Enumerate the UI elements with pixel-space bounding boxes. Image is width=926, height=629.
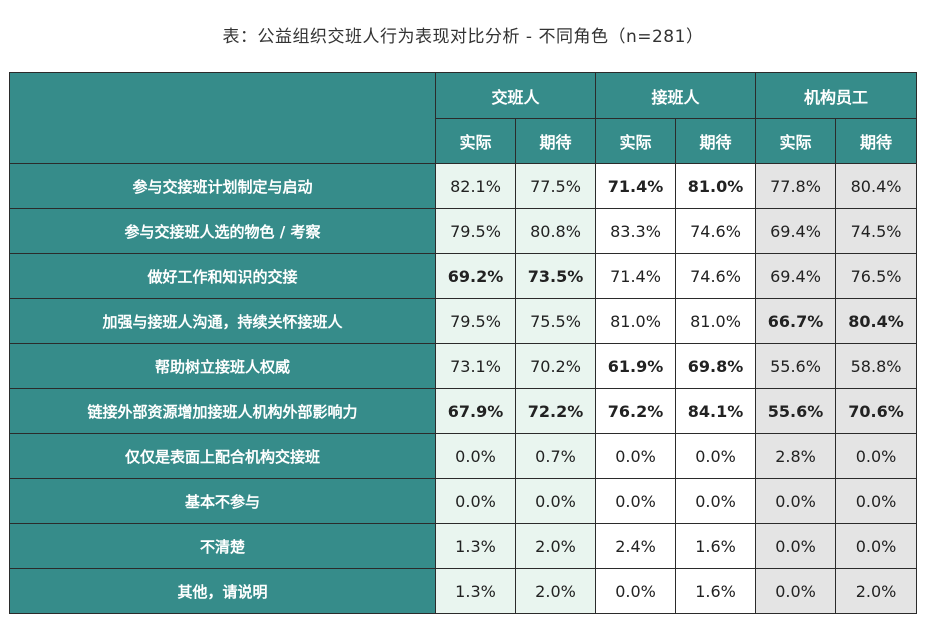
row-label: 加强与接班人沟通，持续关怀接班人 (9, 298, 436, 344)
value-cell: 1.3% (435, 568, 516, 614)
value-cell: 73.1% (435, 343, 516, 389)
table-row: 参与交接班计划制定与启动 82.1% 77.5% 71.4% 81.0% 77.… (9, 163, 918, 209)
corner-header-cell (9, 72, 436, 164)
row-label: 做好工作和知识的交接 (9, 253, 436, 299)
value-cell: 72.2% (514, 388, 597, 434)
value-cell: 0.0% (755, 478, 837, 524)
subheader-cell: 期待 (835, 118, 918, 164)
value-cell: 69.4% (755, 253, 837, 299)
value-cell: 77.8% (755, 163, 837, 209)
value-cell: 75.5% (514, 298, 597, 344)
value-cell: 81.0% (675, 298, 757, 344)
value-cell: 0.0% (675, 478, 757, 524)
value-cell: 0.0% (675, 433, 757, 479)
value-cell: 70.6% (835, 388, 918, 434)
table-row: 帮助树立接班人权威 73.1% 70.2% 61.9% 69.8% 55.6% … (9, 343, 918, 389)
row-label: 参与交接班人选的物色 / 考察 (9, 208, 436, 254)
value-cell: 66.7% (755, 298, 837, 344)
subheader-cell: 期待 (514, 118, 597, 164)
row-label: 不清楚 (9, 523, 436, 569)
value-cell: 58.8% (835, 343, 918, 389)
value-cell: 70.2% (514, 343, 597, 389)
value-cell: 84.1% (675, 388, 757, 434)
value-cell: 0.0% (835, 478, 918, 524)
subheader-row: 实际 期待 实际 期待 实际 期待 (10, 118, 918, 164)
table-row: 参与交接班人选的物色 / 考察 79.5% 80.8% 83.3% 74.6% … (9, 208, 918, 254)
value-cell: 0.0% (755, 568, 837, 614)
value-cell: 74.6% (675, 208, 757, 254)
comparison-table: 交班人 接班人 机构员工 实际 期待 实际 期待 实际 期待 参与交接班计划制定… (9, 72, 918, 614)
value-cell: 0.0% (595, 433, 677, 479)
value-cell: 69.8% (675, 343, 757, 389)
value-cell: 0.0% (755, 523, 837, 569)
group-header: 交班人 (434, 72, 597, 119)
value-cell: 71.4% (595, 163, 677, 209)
value-cell: 0.0% (435, 478, 516, 524)
row-label: 帮助树立接班人权威 (9, 343, 436, 389)
value-cell: 76.5% (835, 253, 918, 299)
value-cell: 69.4% (755, 208, 837, 254)
value-cell: 81.0% (675, 163, 757, 209)
value-cell: 73.5% (514, 253, 597, 299)
row-label: 参与交接班计划制定与启动 (9, 163, 436, 209)
value-cell: 55.6% (755, 343, 837, 389)
value-cell: 74.5% (835, 208, 918, 254)
subheader-cell: 实际 (755, 118, 837, 164)
value-cell: 67.9% (435, 388, 516, 434)
value-cell: 79.5% (435, 298, 516, 344)
value-cell: 77.5% (514, 163, 597, 209)
group-header-row: 交班人 接班人 机构员工 (9, 72, 918, 164)
table-row: 基本不参与 0.0% 0.0% 0.0% 0.0% 0.0% 0.0% (9, 478, 918, 524)
value-cell: 82.1% (435, 163, 516, 209)
table-title: 表：公益组织交班人行为表现对比分析 - 不同角色（n=281） (222, 27, 704, 47)
row-label: 其他，请说明 (9, 568, 436, 614)
value-cell: 81.0% (595, 298, 677, 344)
value-cell: 55.6% (755, 388, 837, 434)
value-cell: 0.0% (435, 433, 516, 479)
value-cell: 71.4% (595, 253, 677, 299)
value-cell: 61.9% (595, 343, 677, 389)
value-cell: 2.0% (514, 523, 597, 569)
value-cell: 76.2% (595, 388, 677, 434)
table-row: 链接外部资源增加接班人机构外部影响力 67.9% 72.2% 76.2% 84.… (9, 388, 918, 434)
value-cell: 1.3% (435, 523, 516, 569)
table-row: 仅仅是表面上配合机构交接班 0.0% 0.7% 0.0% 0.0% 2.8% 0… (9, 433, 918, 479)
table-body: 参与交接班计划制定与启动 82.1% 77.5% 71.4% 81.0% 77.… (9, 163, 918, 614)
value-cell: 2.0% (835, 568, 918, 614)
value-cell: 83.3% (595, 208, 677, 254)
table-row: 其他，请说明 1.3% 2.0% 0.0% 1.6% 0.0% 2.0% (9, 568, 918, 614)
value-cell: 2.4% (595, 523, 677, 569)
value-cell: 69.2% (435, 253, 516, 299)
value-cell: 79.5% (435, 208, 516, 254)
value-cell: 0.0% (835, 523, 918, 569)
group-header: 接班人 (595, 72, 757, 119)
subheader-cell: 期待 (675, 118, 757, 164)
table-row: 加强与接班人沟通，持续关怀接班人 79.5% 75.5% 81.0% 81.0%… (9, 298, 918, 344)
subheader-cell: 实际 (435, 118, 516, 164)
row-label: 链接外部资源增加接班人机构外部影响力 (9, 388, 436, 434)
value-cell: 0.0% (595, 478, 677, 524)
value-cell: 0.0% (595, 568, 677, 614)
value-cell: 80.8% (514, 208, 597, 254)
value-cell: 0.0% (514, 478, 597, 524)
value-cell: 80.4% (835, 298, 918, 344)
value-cell: 2.0% (514, 568, 597, 614)
row-label: 仅仅是表面上配合机构交接班 (9, 433, 436, 479)
value-cell: 0.0% (835, 433, 918, 479)
value-cell: 1.6% (675, 568, 757, 614)
value-cell: 1.6% (675, 523, 757, 569)
value-cell: 80.4% (835, 163, 918, 209)
table-row: 不清楚 1.3% 2.0% 2.4% 1.6% 0.0% 0.0% (9, 523, 918, 569)
value-cell: 74.6% (675, 253, 757, 299)
value-cell: 0.7% (514, 433, 597, 479)
table-row: 做好工作和知识的交接 69.2% 73.5% 71.4% 74.6% 69.4%… (9, 253, 918, 299)
value-cell: 2.8% (755, 433, 837, 479)
group-header: 机构员工 (755, 72, 918, 119)
subheader-cell: 实际 (595, 118, 677, 164)
row-label: 基本不参与 (9, 478, 436, 524)
